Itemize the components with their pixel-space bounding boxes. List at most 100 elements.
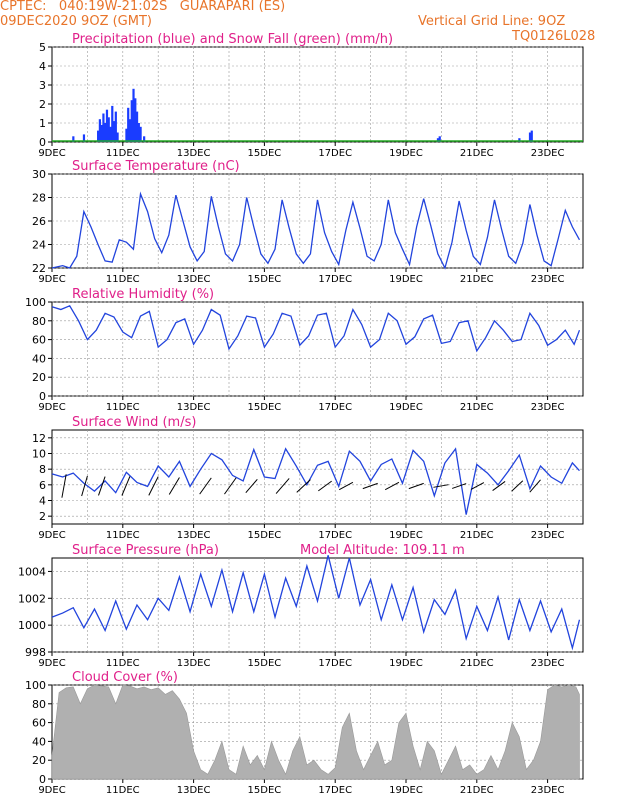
precip-bar xyxy=(518,138,521,142)
x-tick-label: 19DEC xyxy=(389,402,423,413)
precip-bar xyxy=(135,111,139,142)
header-grid-note: Vertical Grid Line: 9OZ xyxy=(418,14,566,29)
precip-bar xyxy=(134,98,137,142)
x-tick-label: 9DEC xyxy=(38,274,65,285)
panel-title: Surface Wind (m/s) xyxy=(72,415,196,430)
y-tick-label: 20 xyxy=(32,371,46,384)
header-model-code: TQ0126L028 xyxy=(512,29,596,44)
x-tick-label: 13DEC xyxy=(177,402,211,413)
y-tick-label: 0 xyxy=(39,136,46,149)
x-tick-label: 21DEC xyxy=(460,530,494,541)
x-tick-label: 19DEC xyxy=(389,148,423,159)
wind-arrow xyxy=(61,474,67,498)
x-tick-label: 17DEC xyxy=(318,658,352,669)
wind-arrow xyxy=(168,477,180,495)
x-tick-label: 19DEC xyxy=(389,785,423,796)
precip-bar xyxy=(528,132,532,142)
x-tick-label: 9DEC xyxy=(38,658,65,669)
x-tick-label: 11DEC xyxy=(106,148,140,159)
precip-bar xyxy=(143,136,146,142)
y-tick-label: 1000 xyxy=(18,619,46,632)
y-tick-label: 60 xyxy=(32,334,46,347)
precip-bar xyxy=(530,130,533,142)
x-tick-label: 11DEC xyxy=(106,785,140,796)
y-tick-label: 0 xyxy=(39,773,46,786)
wind-arrow xyxy=(529,479,541,493)
x-tick-label: 17DEC xyxy=(318,402,352,413)
panel-frame xyxy=(51,557,584,653)
x-tick-label: 15DEC xyxy=(248,148,282,159)
precip-bar xyxy=(112,121,116,142)
wind-arrow xyxy=(121,476,131,496)
x-tick-label: 9DEC xyxy=(38,785,65,796)
precip-bar xyxy=(102,113,105,142)
y-tick-label: 12 xyxy=(32,432,46,445)
y-tick-label: 60 xyxy=(32,717,46,730)
panel-title: Cloud Cover (%) xyxy=(72,670,178,685)
wind-arrow xyxy=(492,481,506,491)
precip-bar xyxy=(116,132,119,142)
x-tick-label: 17DEC xyxy=(318,530,352,541)
precip-bar xyxy=(97,130,100,142)
y-tick-label: 22 xyxy=(32,262,46,275)
wind-arrow xyxy=(433,484,449,488)
y-tick-label: 24 xyxy=(32,239,46,252)
x-tick-label: 17DEC xyxy=(318,785,352,796)
y-tick-label: 1 xyxy=(39,117,46,130)
x-tick-label: 13DEC xyxy=(177,148,211,159)
precip-bar xyxy=(132,88,135,142)
wind-arrow xyxy=(338,481,354,491)
precip-bar xyxy=(72,136,75,142)
y-tick-label: 20 xyxy=(32,754,46,767)
model-altitude-label: Model Altitude: 109.11 m xyxy=(300,543,465,558)
series-line xyxy=(51,447,580,515)
x-tick-label: 13DEC xyxy=(177,785,211,796)
x-tick-label: 19DEC xyxy=(389,658,423,669)
x-tick-label: 13DEC xyxy=(177,658,211,669)
panel-title: Relative Humidity (%) xyxy=(72,287,214,302)
x-tick-label: 19DEC xyxy=(389,530,423,541)
wind-arrow xyxy=(224,477,237,495)
y-tick-label: 40 xyxy=(32,735,46,748)
precip-bar xyxy=(130,100,133,142)
x-tick-label: 9DEC xyxy=(38,530,65,541)
y-tick-label: 30 xyxy=(32,168,46,181)
panel-title: Precipitation (blue) and Snow Fall (gree… xyxy=(72,32,393,47)
precip-bar xyxy=(436,138,440,142)
precip-bar xyxy=(98,119,101,142)
x-tick-label: 23DEC xyxy=(531,148,565,159)
panel-title: Surface Pressure (hPa) xyxy=(72,543,219,558)
x-tick-label: 23DEC xyxy=(531,274,565,285)
x-tick-label: 11DEC xyxy=(106,530,140,541)
precip-bar xyxy=(82,134,86,142)
x-tick-label: 15DEC xyxy=(248,530,282,541)
y-tick-label: 4 xyxy=(39,495,46,508)
precip-bar xyxy=(100,124,103,142)
header-station: CPTEC: 040:19W-21:02S GUARAPARI (ES) xyxy=(0,0,286,14)
wind-arrow xyxy=(384,481,400,491)
x-tick-label: 9DEC xyxy=(38,148,65,159)
y-tick-label: 10 xyxy=(32,448,46,461)
precip-bar xyxy=(105,109,109,142)
series-line xyxy=(51,555,581,651)
x-tick-label: 11DEC xyxy=(106,658,140,669)
x-tick-label: 23DEC xyxy=(531,402,565,413)
y-tick-label: 8 xyxy=(39,463,46,476)
x-tick-label: 13DEC xyxy=(177,530,211,541)
x-tick-label: 17DEC xyxy=(318,148,352,159)
y-tick-label: 100 xyxy=(25,679,46,692)
panel-frame xyxy=(51,429,584,525)
x-tick-label: 21DEC xyxy=(460,402,494,413)
wind-arrow xyxy=(245,479,258,493)
x-tick-label: 21DEC xyxy=(460,274,494,285)
x-tick-label: 11DEC xyxy=(106,274,140,285)
y-tick-label: 6 xyxy=(39,479,46,492)
panel-title: Surface Temperature (nC) xyxy=(72,159,240,174)
y-tick-label: 100 xyxy=(25,296,46,309)
x-tick-label: 15DEC xyxy=(248,274,282,285)
series-line xyxy=(51,304,581,353)
wind-arrow xyxy=(199,477,212,495)
y-tick-label: 26 xyxy=(32,215,46,228)
y-tick-label: 3 xyxy=(39,79,46,92)
